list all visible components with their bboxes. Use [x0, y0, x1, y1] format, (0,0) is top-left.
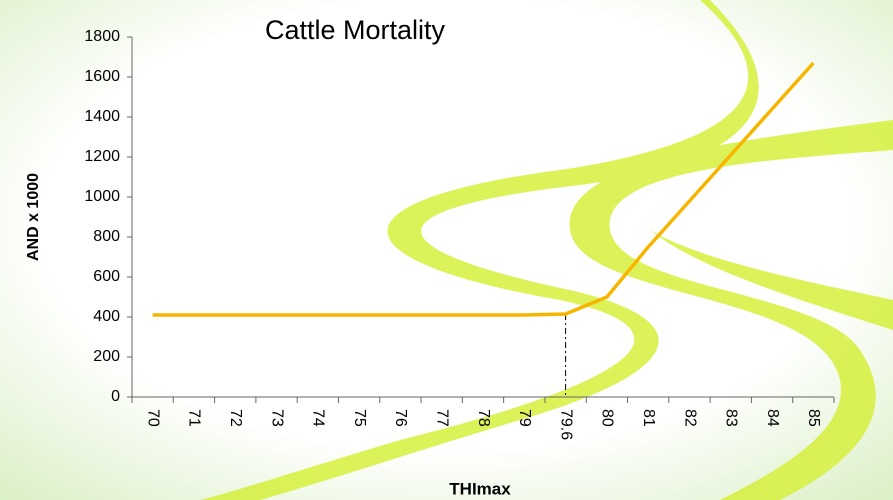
x-tick-label: 80	[599, 409, 616, 427]
x-tick-label: 81	[640, 409, 657, 427]
x-tick-label: 76	[392, 409, 409, 427]
y-tick-label: 1000	[84, 188, 120, 205]
x-tick-label: 85	[805, 409, 822, 427]
x-tick-label: 77	[433, 409, 450, 427]
x-tick-label: 75	[351, 409, 368, 427]
x-tick-label: 74	[310, 409, 327, 427]
x-tick-label: 71	[186, 409, 203, 427]
x-tick-label: 72	[227, 409, 244, 427]
y-tick-label: 0	[111, 388, 120, 405]
x-tick-label: 82	[681, 409, 698, 427]
y-tick-label: 1400	[84, 108, 120, 125]
y-axis-label: AND x 1000	[25, 173, 42, 261]
y-tick-label: 1600	[84, 68, 120, 85]
x-tick-label: 70	[144, 409, 161, 427]
y-tick-label: 200	[93, 348, 120, 365]
y-tick-label: 800	[93, 228, 120, 245]
x-axis-label: THImax	[449, 479, 511, 498]
chart-title: Cattle Mortality	[265, 15, 446, 45]
x-tick-label: 84	[764, 409, 781, 427]
chart: Cattle Mortality AND x 1000 THImax 0 200 4…	[0, 0, 893, 500]
y-tick-label: 600	[93, 268, 120, 285]
y-tick-label: 400	[93, 308, 120, 325]
x-tick-label: 78	[475, 409, 492, 427]
x-tick-label: 79	[516, 409, 533, 427]
y-tick-label: 1200	[84, 148, 120, 165]
x-tick-label: 83	[723, 409, 740, 427]
y-tick-label: 1800	[84, 28, 120, 45]
x-tick-label: 73	[268, 409, 285, 427]
x-tick-label: 79.6	[557, 409, 574, 440]
